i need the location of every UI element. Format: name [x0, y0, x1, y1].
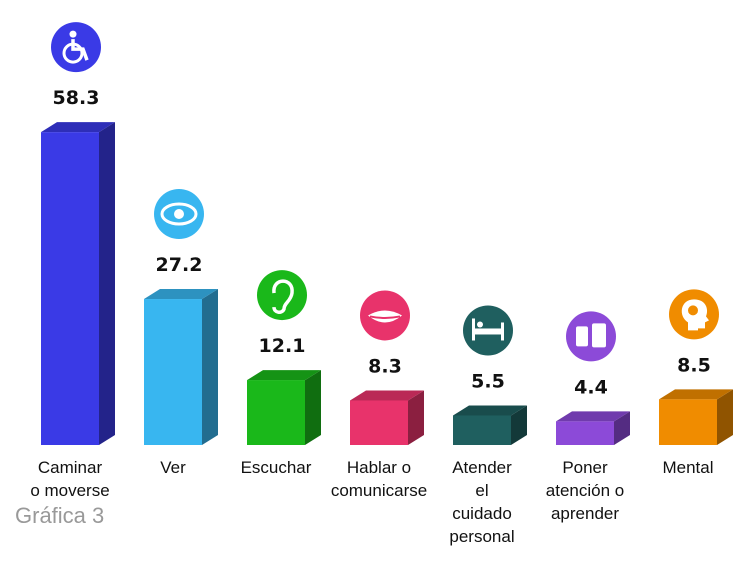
- bar-front: [659, 399, 717, 445]
- icon-glyph: [681, 299, 709, 331]
- bar: [247, 370, 321, 445]
- category-label: Poner atención o aprender: [545, 458, 625, 523]
- bar-top: [453, 405, 527, 416]
- caption: Gráfica 3: [15, 503, 105, 528]
- icon-circle: [566, 311, 616, 362]
- value-label: 27.2: [156, 254, 203, 276]
- category-icon: [669, 289, 719, 340]
- icon-glyph: [369, 315, 401, 319]
- icon-glyph: [501, 322, 504, 341]
- category-icon: [154, 189, 204, 240]
- category-label: Caminar o moverse: [30, 458, 110, 500]
- bar-front: [350, 400, 408, 445]
- icon-glyph: [576, 326, 588, 347]
- value-label: 8.5: [677, 354, 711, 376]
- icon-glyph: [69, 30, 77, 38]
- bar: [41, 122, 115, 445]
- bar: [350, 390, 424, 445]
- icon-glyph: [160, 202, 198, 226]
- category-label: Hablar o comunicarse: [330, 458, 428, 500]
- bar-front: [556, 421, 614, 445]
- category-label: Atender el cuidado personal: [449, 458, 515, 546]
- bar-side: [305, 370, 321, 445]
- category-icon: [463, 305, 513, 356]
- bar-top: [556, 411, 630, 422]
- category-label: Mental: [662, 458, 714, 477]
- icon-glyph: [592, 323, 606, 348]
- value-label: 5.5: [471, 370, 505, 392]
- bar-side: [511, 405, 527, 445]
- bar-front: [247, 380, 305, 445]
- bar-side: [99, 122, 115, 445]
- bar-front: [144, 299, 202, 445]
- bar-top: [41, 122, 115, 133]
- category-icon: [360, 290, 410, 341]
- icon-circle: [257, 270, 307, 321]
- bar: [144, 289, 218, 445]
- category-label: Ver: [160, 458, 186, 477]
- icon-glyph: [688, 305, 698, 316]
- icon-circle: [51, 22, 101, 73]
- category-icon: [51, 22, 101, 73]
- bar-front: [453, 415, 511, 445]
- icon-glyph: [71, 39, 89, 61]
- bar: [556, 411, 630, 445]
- bar-side: [202, 289, 218, 445]
- category-label: Escuchar: [240, 458, 312, 477]
- bar-side: [717, 389, 733, 445]
- icon-glyph: [472, 328, 504, 335]
- bar-top: [659, 389, 733, 400]
- value-label: 8.3: [368, 355, 402, 377]
- bar: [659, 389, 733, 445]
- value-label: 12.1: [259, 335, 306, 357]
- value-label: 4.4: [574, 376, 608, 398]
- value-label: 58.3: [53, 87, 100, 109]
- bar: [453, 405, 527, 445]
- bar-top: [144, 289, 218, 300]
- bar-top: [247, 370, 321, 381]
- icon-glyph: [477, 321, 483, 328]
- category-icon: [257, 270, 307, 321]
- bar-side: [408, 390, 424, 445]
- icon-glyph: [472, 318, 475, 341]
- icon-glyph: [368, 310, 402, 323]
- bar-top: [350, 390, 424, 401]
- icon-glyph: [272, 279, 294, 314]
- icon-glyph: [174, 209, 184, 220]
- bar-front: [41, 132, 99, 445]
- category-icon: [566, 311, 616, 362]
- bar-side: [614, 411, 630, 445]
